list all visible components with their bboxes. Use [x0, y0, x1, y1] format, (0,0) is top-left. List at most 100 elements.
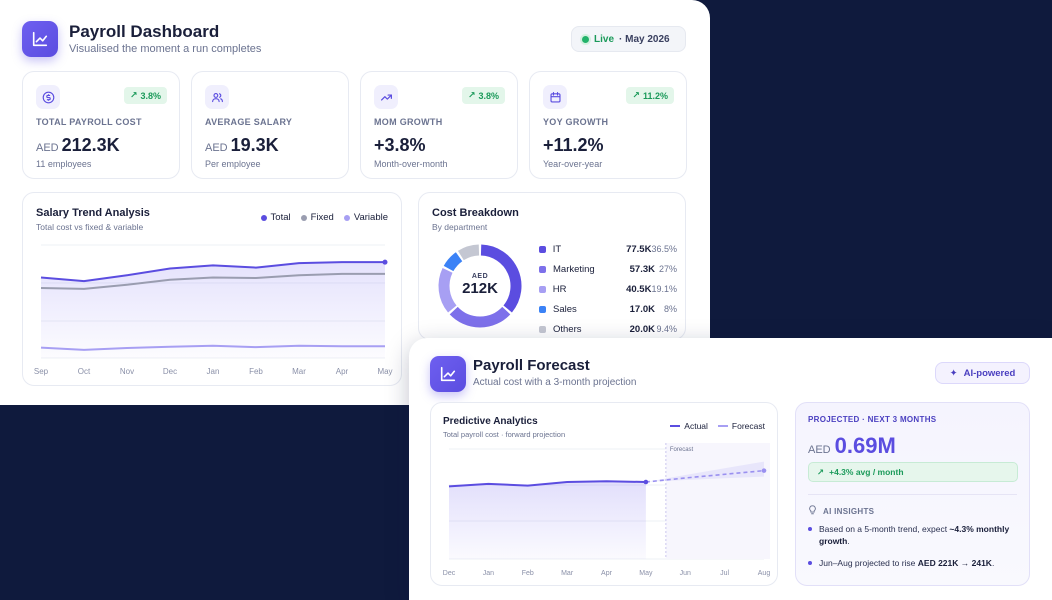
period-label: · May 2026	[619, 33, 670, 45]
salary-trend-chart: Sep Oct Nov Dec Jan Feb Mar Apr May	[34, 244, 393, 376]
x-tick-label: Sep	[34, 367, 49, 376]
x-tick-label: Nov	[120, 367, 134, 376]
panel-subtitle: Total payroll cost · forward projection	[443, 430, 566, 439]
calendar-icon	[543, 85, 567, 109]
page-title: Payroll Dashboard	[69, 22, 220, 41]
cost-breakdown-panel: Cost Breakdown By department AED 212K	[418, 192, 686, 340]
avg-growth-badge: ↗ +4.3% avg / month	[808, 462, 1018, 482]
x-tick-label: Jul	[720, 570, 729, 577]
x-tick-label: Apr	[336, 367, 349, 376]
breakdown-row-marketing[interactable]: Marketing 57.3K 27%	[539, 259, 677, 279]
kpi-value: +3.8%	[374, 135, 426, 155]
kpi-value: AED 212.3K	[36, 135, 120, 155]
donut-slice-it	[480, 244, 522, 313]
x-tick-label: Oct	[78, 367, 91, 376]
legend-item-forecast[interactable]: Forecast	[717, 421, 765, 431]
series-line-variable	[40, 344, 385, 351]
kpi-card-yoy-growth[interactable]: ↗ 11.2% YOY GROWTH +11.2% Year-over-year	[529, 71, 687, 179]
live-label: Live	[594, 33, 615, 45]
x-tick-label: Mar	[561, 570, 574, 577]
breakdown-row-others[interactable]: Others 20.0K 9.4%	[539, 319, 677, 339]
department-percent: 8%	[663, 304, 677, 314]
growth-badge: ↗ 3.8%	[461, 87, 505, 104]
department-value: 77.5K	[626, 243, 652, 255]
x-tick-label: Feb	[522, 570, 534, 577]
kpi-value: AED 19.3K	[205, 135, 279, 155]
projection-summary-card: PROJECTED · NEXT 3 MONTHS AED 0.69M ↗ +4.3…	[795, 402, 1030, 586]
forecast-region	[665, 443, 770, 559]
x-tick-label: Feb	[249, 367, 263, 376]
actual-area	[449, 481, 646, 559]
kpi-sub: 11 employees	[36, 159, 92, 169]
legend-swatch	[539, 285, 546, 293]
kpi-card-average-salary[interactable]: AVERAGE SALARY AED 19.3K Per employee	[191, 71, 349, 179]
actual-line	[448, 480, 646, 488]
x-tick-label: Jun	[680, 570, 691, 577]
panel-title: Cost Breakdown	[432, 207, 519, 219]
legend-swatch	[539, 245, 546, 253]
department-name: Others	[553, 323, 582, 335]
kpi-label: TOTAL PAYROLL COST	[36, 117, 142, 127]
x-tick-label: Mar	[292, 367, 306, 376]
forecast-legend: Actual Forecast	[670, 421, 765, 431]
x-tick-label: May	[639, 570, 653, 577]
forecast-subtitle: Actual cost with a 3-month projection	[473, 377, 637, 388]
legend-item-fixed[interactable]: Fixed	[300, 212, 334, 223]
panel-title: Salary Trend Analysis	[36, 207, 150, 219]
x-tick-label: Dec	[163, 367, 177, 376]
dollar-circle-icon	[36, 85, 60, 109]
kpi-sub: Month-over-month	[374, 159, 448, 169]
breakdown-row-it[interactable]: IT 77.5K 36.5%	[539, 239, 677, 259]
divider	[808, 494, 1017, 495]
forecast-confidence-band	[645, 461, 764, 482]
department-value: 20.0K	[629, 323, 655, 335]
insight-item: Based on a 5-month trend, expect ~4.3% m…	[808, 523, 1023, 547]
x-tick-label: Jan	[207, 367, 220, 376]
last-point-marker	[382, 259, 388, 265]
panel-title: Predictive Analytics	[443, 416, 538, 427]
trend-up-icon: ↗	[467, 90, 476, 100]
cost-breakdown-donut	[438, 244, 522, 328]
breakdown-row-sales[interactable]: Sales 17.0K 8%	[539, 299, 677, 319]
forecast-line	[645, 469, 765, 483]
donut-slice-sales	[443, 252, 463, 272]
donut-center-label: AED 212K	[462, 273, 498, 297]
legend-swatch	[539, 265, 546, 273]
series-line-fixed	[40, 272, 385, 290]
legend-item-actual[interactable]: Actual	[670, 421, 708, 431]
department-value: 40.5K	[626, 283, 652, 295]
breakdown-row-hr[interactable]: HR 40.5K 19.1%	[539, 279, 677, 299]
legend-item-variable[interactable]: Variable	[343, 212, 388, 223]
legend-swatch	[539, 305, 546, 313]
ai-powered-badge[interactable]: ✦ AI-powered	[935, 362, 1030, 384]
ai-insights-heading: AI INSIGHTS	[808, 505, 874, 517]
donut-slice-others	[457, 244, 480, 261]
department-percent: 27%	[658, 264, 677, 274]
series-line-total	[40, 261, 385, 283]
donut-slice-hr	[438, 268, 457, 313]
legend-swatch	[539, 325, 546, 333]
x-tick-label: May	[377, 367, 392, 376]
lightbulb-icon	[808, 505, 817, 517]
department-percent: 36.5%	[651, 244, 677, 254]
sparkle-icon: ✦	[949, 367, 958, 379]
trend-up-icon	[374, 85, 398, 109]
panel-subtitle: By department	[432, 222, 488, 232]
insight-item: Jun–Aug projected to rise AED 221K → 241…	[808, 557, 1023, 569]
kpi-card-total-payroll[interactable]: ↗ 3.8% TOTAL PAYROLL COST AED 212.3K 11 em…	[22, 71, 180, 179]
projection-label: PROJECTED · NEXT 3 MONTHS	[808, 415, 937, 424]
x-tick-label: Jan	[483, 570, 494, 577]
forecast-title: Payroll Forecast	[473, 357, 590, 374]
trend-up-icon: ↗	[817, 466, 825, 477]
department-name: IT	[552, 243, 562, 255]
kpi-sub: Per employee	[205, 159, 261, 169]
trend-up-icon: ↗	[632, 90, 640, 100]
live-status-badge: Live · May 2026	[571, 26, 686, 52]
kpi-label: AVERAGE SALARY	[205, 117, 293, 127]
salary-trend-panel: Salary Trend Analysis Total cost vs fixe…	[22, 192, 402, 386]
legend-item-total[interactable]: Total	[260, 212, 291, 223]
kpi-value: +11.2%	[543, 135, 604, 155]
chart-line-logo-icon	[22, 21, 58, 57]
actual-end-marker	[643, 479, 649, 485]
kpi-card-mom-growth[interactable]: ↗ 3.8% MOM GROWTH +3.8% Month-over-month	[360, 71, 518, 179]
